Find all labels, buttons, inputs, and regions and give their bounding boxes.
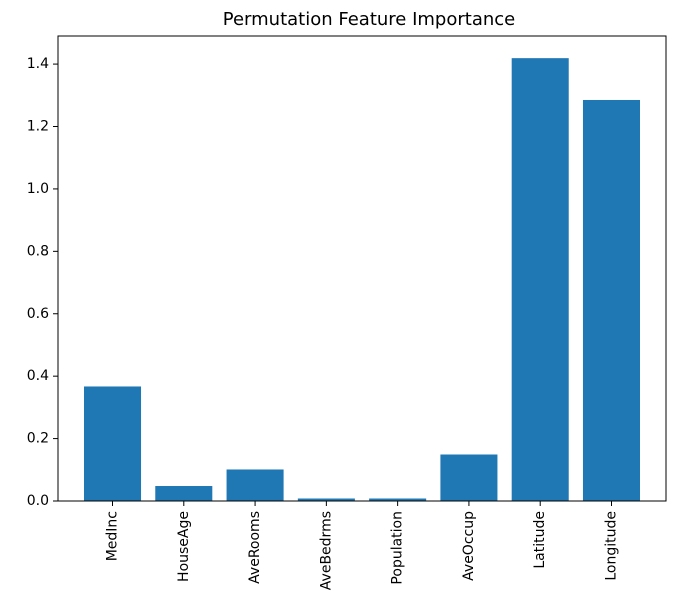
bar-population bbox=[369, 498, 427, 501]
x-tick-label: Longitude bbox=[603, 511, 619, 581]
y-tick-label: 0.4 bbox=[27, 368, 49, 384]
bar-aveoccup bbox=[440, 454, 498, 501]
y-tick-label: 0.8 bbox=[27, 243, 49, 259]
bar-latitude bbox=[511, 58, 569, 501]
bar-houseage bbox=[155, 486, 213, 501]
y-tick-label: 1.4 bbox=[27, 56, 49, 72]
y-tick-label: 0.6 bbox=[27, 306, 49, 322]
bars-layer bbox=[84, 58, 640, 501]
bar-longitude bbox=[582, 99, 640, 501]
x-tick-label: Latitude bbox=[532, 511, 548, 569]
y-tick-label: 0.0 bbox=[27, 493, 49, 509]
bar-medinc bbox=[84, 386, 142, 501]
bar-averooms bbox=[226, 469, 284, 501]
bar-avebedrms bbox=[297, 498, 355, 501]
chart-title: Permutation Feature Importance bbox=[223, 9, 516, 30]
axes-layer: MedInc HouseAge AveRooms AveBedrms Populatio… bbox=[27, 35, 667, 590]
x-tick-label: AveBedrms bbox=[318, 511, 334, 590]
y-tick-label: 1.2 bbox=[27, 119, 49, 135]
x-tick-label: AveOccup bbox=[461, 511, 477, 581]
y-tick-label: 1.0 bbox=[27, 181, 49, 197]
x-tick-label: HouseAge bbox=[176, 511, 192, 582]
y-tick-label: 0.2 bbox=[27, 431, 49, 447]
plot-frame bbox=[57, 35, 667, 502]
x-tick-label: Population bbox=[390, 511, 406, 585]
x-tick-label: MedInc bbox=[105, 511, 121, 561]
x-tick-label: AveRooms bbox=[247, 511, 263, 584]
